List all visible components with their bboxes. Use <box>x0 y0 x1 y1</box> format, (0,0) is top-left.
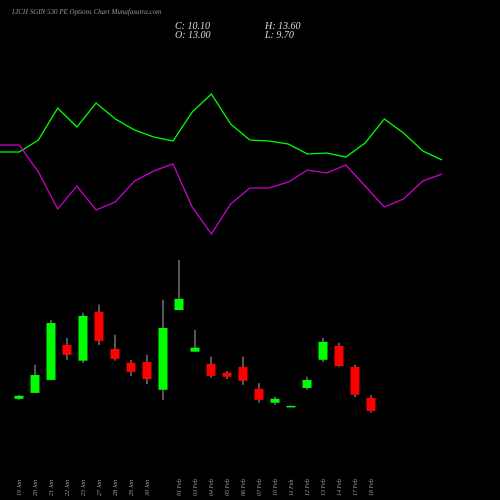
candle-body <box>222 372 232 377</box>
candle-body <box>334 345 344 367</box>
candle-body <box>110 349 120 359</box>
candle-body <box>318 341 328 360</box>
candle-body <box>94 311 104 341</box>
candle-body <box>206 363 216 376</box>
chart-title: LICH SGIN 530 PE Options Chart Munafasut… <box>11 8 161 16</box>
candle-body <box>126 362 136 372</box>
candle-body <box>190 347 200 352</box>
candle-body <box>30 375 40 393</box>
x-tick-label: 27 Jan <box>97 480 103 496</box>
candle-body <box>286 405 296 408</box>
candle-body <box>238 366 248 381</box>
line-series <box>0 144 443 236</box>
x-tick-label: 21 Jan <box>49 480 55 496</box>
x-tick-label: 13 Feb <box>321 479 327 496</box>
ohlc-open: O: 13.00 <box>175 30 211 41</box>
candle-body <box>270 398 280 403</box>
candle-body <box>254 388 264 400</box>
x-tick-label: 17 Feb <box>353 479 359 496</box>
ohlc-high: H: 13.60 <box>264 21 301 32</box>
line-series <box>0 92 443 161</box>
candle-body <box>142 362 152 380</box>
candle-body <box>78 315 88 361</box>
ohlc-close: C: 10.10 <box>175 21 210 32</box>
ohlc-low: L: 9.70 <box>264 30 294 41</box>
x-tick-label: 12 Feb <box>305 479 311 496</box>
x-tick-label: 28 Jan <box>113 480 119 496</box>
candle-body <box>350 366 360 395</box>
x-tick-label: 07 Feb <box>257 479 263 496</box>
x-tick-label: 10 Feb <box>273 479 279 496</box>
candle-body <box>302 379 312 388</box>
x-tick-label: 05 Feb <box>225 479 231 496</box>
candle-body <box>158 327 168 390</box>
x-tick-label: 01 Feb <box>177 479 183 496</box>
x-tick-label: 11 Feb <box>289 480 295 496</box>
x-tick-label: 14 Feb <box>336 479 343 496</box>
candle-body <box>46 323 56 380</box>
x-tick-label: 29 Jan <box>129 480 135 496</box>
candle-body <box>174 298 184 311</box>
x-tick-label: 04 Feb <box>208 479 215 496</box>
x-tick-label: 03 Feb <box>193 479 199 496</box>
candle-body <box>366 397 376 411</box>
candle-body <box>14 395 24 399</box>
candle-body <box>62 344 72 355</box>
x-tick-label: 06 Feb <box>241 479 247 496</box>
x-tick-label: 19 Jan <box>17 480 23 496</box>
x-tick-label: 20 Jan <box>33 480 39 496</box>
x-tick-label: 18 Feb <box>369 479 375 496</box>
x-tick-label: 22 Jan <box>65 480 71 496</box>
x-tick-label: 23 Jan <box>81 480 87 496</box>
x-tick-label: 30 Jan <box>145 480 151 497</box>
